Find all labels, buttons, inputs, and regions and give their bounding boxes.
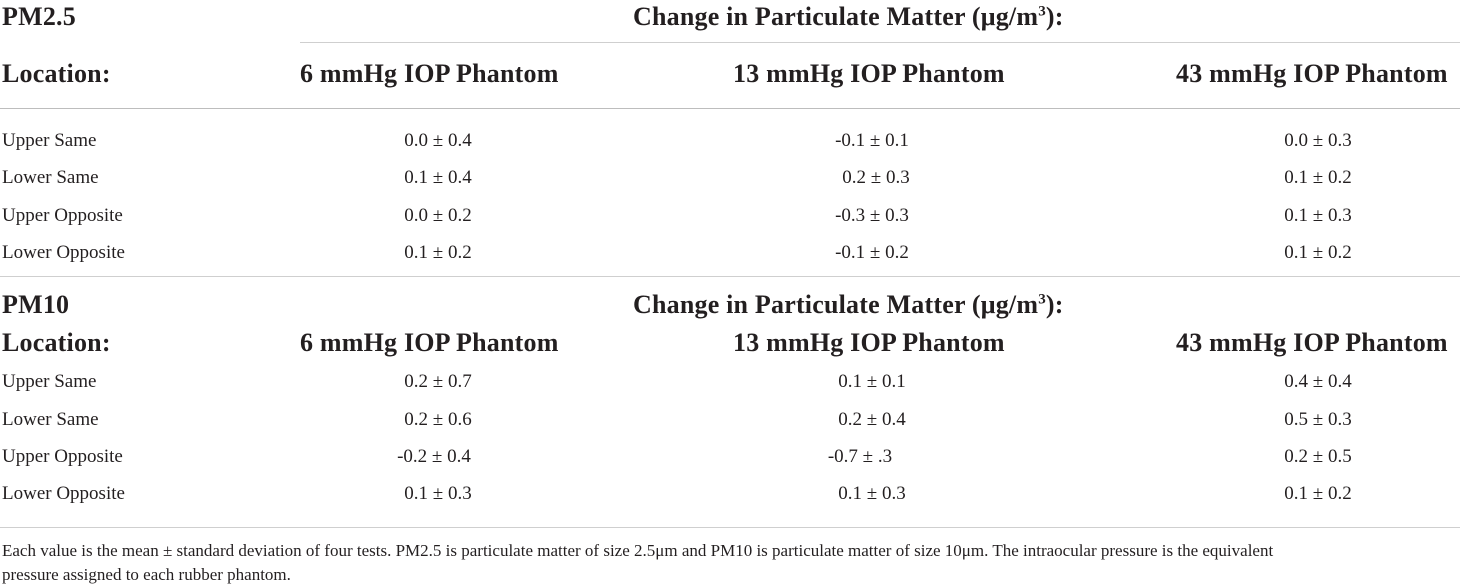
cell-13mmhg: 0.1 ± 0.3 xyxy=(838,483,906,504)
column-header-43mmhg: 43 mmHg IOP Phantom xyxy=(1176,59,1448,88)
cell-6mmhg: -0.2 ± 0.4 xyxy=(397,446,471,467)
change-header-text: Change in Particulate Matter (μg/m xyxy=(633,2,1039,31)
column-header-13mmhg: 13 mmHg IOP Phantom xyxy=(733,328,1005,357)
footnote-line: pressure assigned to each rubber phantom… xyxy=(2,565,291,584)
cell-13mmhg: 0.2 ± 0.3 xyxy=(842,167,910,188)
column-header-6mmhg: 6 mmHg IOP Phantom xyxy=(300,328,559,357)
cell-6mmhg: 0.1 ± 0.4 xyxy=(404,167,472,188)
section-divider xyxy=(0,276,1460,277)
cell-43mmhg: 0.4 ± 0.4 xyxy=(1284,371,1352,392)
cell-43mmhg: 0.1 ± 0.2 xyxy=(1284,167,1352,188)
cell-43mmhg: 0.2 ± 0.5 xyxy=(1284,446,1352,467)
section-title: PM2.5 xyxy=(2,2,76,31)
change-header-suffix: ): xyxy=(1045,2,1064,31)
cell-6mmhg: 0.1 ± 0.2 xyxy=(404,242,472,263)
row-location: Upper Opposite xyxy=(2,446,123,467)
cell-43mmhg: 0.1 ± 0.3 xyxy=(1284,205,1352,226)
location-header: Location: xyxy=(2,328,111,357)
change-header-superscript: 3 xyxy=(1038,3,1046,20)
change-header-text: Change in Particulate Matter (μg/m xyxy=(633,290,1039,319)
cell-6mmhg: 0.1 ± 0.3 xyxy=(404,483,472,504)
cell-43mmhg: 0.1 ± 0.2 xyxy=(1284,483,1352,504)
footnote-line: Each value is the mean ± standard deviat… xyxy=(2,541,1274,560)
cell-13mmhg: 0.2 ± 0.4 xyxy=(838,409,906,430)
row-location: Upper Same xyxy=(2,130,97,151)
change-header: Change in Particulate Matter (μg/m3): xyxy=(633,290,1064,320)
change-header-superscript: 3 xyxy=(1038,291,1046,308)
cell-13mmhg: -0.3 ± 0.3 xyxy=(835,205,909,226)
cell-6mmhg: 0.2 ± 0.7 xyxy=(404,371,472,392)
cell-13mmhg: 0.1 ± 0.1 xyxy=(838,371,906,392)
change-header-suffix: ): xyxy=(1045,290,1064,319)
cell-43mmhg: 0.0 ± 0.3 xyxy=(1284,130,1352,151)
row-location: Upper Same xyxy=(2,371,97,392)
cell-43mmhg: 0.5 ± 0.3 xyxy=(1284,409,1352,430)
row-location: Upper Opposite xyxy=(2,205,123,226)
row-location: Lower Same xyxy=(2,409,99,430)
column-header-6mmhg: 6 mmHg IOP Phantom xyxy=(300,59,559,88)
section-title: PM10 xyxy=(2,290,70,319)
cell-13mmhg: -0.1 ± 0.2 xyxy=(835,242,909,263)
cell-6mmhg: 0.0 ± 0.4 xyxy=(404,130,472,151)
header-divider xyxy=(300,42,1460,43)
column-header-divider xyxy=(0,108,1460,109)
change-header: Change in Particulate Matter (μg/m3): xyxy=(633,2,1064,32)
cell-6mmhg: 0.2 ± 0.6 xyxy=(404,409,472,430)
column-header-13mmhg: 13 mmHg IOP Phantom xyxy=(733,59,1005,88)
cell-13mmhg: -0.7 ± .3 xyxy=(827,446,893,467)
location-header: Location: xyxy=(2,59,111,88)
row-location: Lower Same xyxy=(2,167,99,188)
column-header-43mmhg: 43 mmHg IOP Phantom xyxy=(1176,328,1448,357)
row-location: Lower Opposite xyxy=(2,483,125,504)
cell-43mmhg: 0.1 ± 0.2 xyxy=(1284,242,1352,263)
footnote-divider xyxy=(0,527,1460,528)
cell-6mmhg: 0.0 ± 0.2 xyxy=(404,205,472,226)
row-location: Lower Opposite xyxy=(2,242,125,263)
cell-13mmhg: -0.1 ± 0.1 xyxy=(835,130,909,151)
